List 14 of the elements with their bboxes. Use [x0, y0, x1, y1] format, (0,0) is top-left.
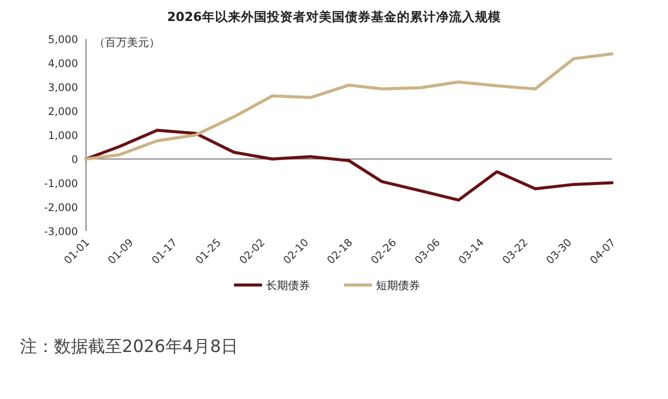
y-tick-label: -1,000	[44, 178, 78, 190]
legend-label: 长期债券	[266, 279, 310, 292]
text: 注：数据截至2026年4月8日	[20, 337, 238, 357]
chart-title: 2026年以来外国投资者对美国债券基金的累计净流入规模	[167, 9, 501, 24]
y-axis-title: （百万美元）	[94, 36, 160, 49]
y-tick-label: 3,000	[48, 82, 78, 94]
legend-label: 短期债券	[376, 279, 420, 292]
y-tick-label: 0	[71, 154, 78, 166]
y-tick-label: -2,000	[44, 202, 78, 214]
y-tick-label: -3,000	[44, 226, 78, 238]
y-tick-label: 1,000	[48, 130, 78, 142]
y-tick-label: 4,000	[48, 58, 78, 70]
y-tick-label: 5,000	[48, 34, 78, 46]
y-tick-label: 2,000	[48, 106, 78, 118]
